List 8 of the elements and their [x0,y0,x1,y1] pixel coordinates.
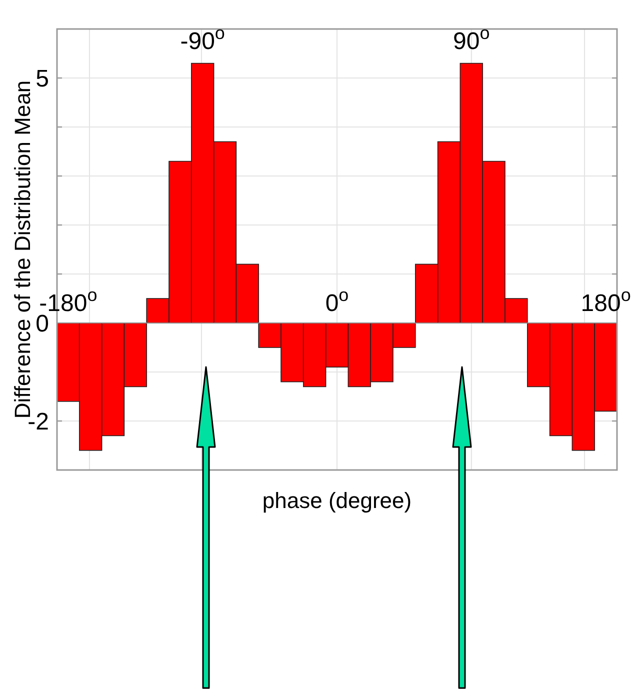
y-tick-label: 0 [36,310,49,338]
x-axis-title: phase (degree) [262,488,412,513]
y-tick-label: 5 [36,66,49,93]
annotation: 90$^{o}$ [453,23,490,55]
annotation: 180$^{o}$ [580,285,631,317]
y-axis-title: Difference of the Distribution Mean [10,80,35,419]
annotation: -90$^{o}$ [180,23,225,55]
annotation: 0$^{o}$ [325,285,349,317]
